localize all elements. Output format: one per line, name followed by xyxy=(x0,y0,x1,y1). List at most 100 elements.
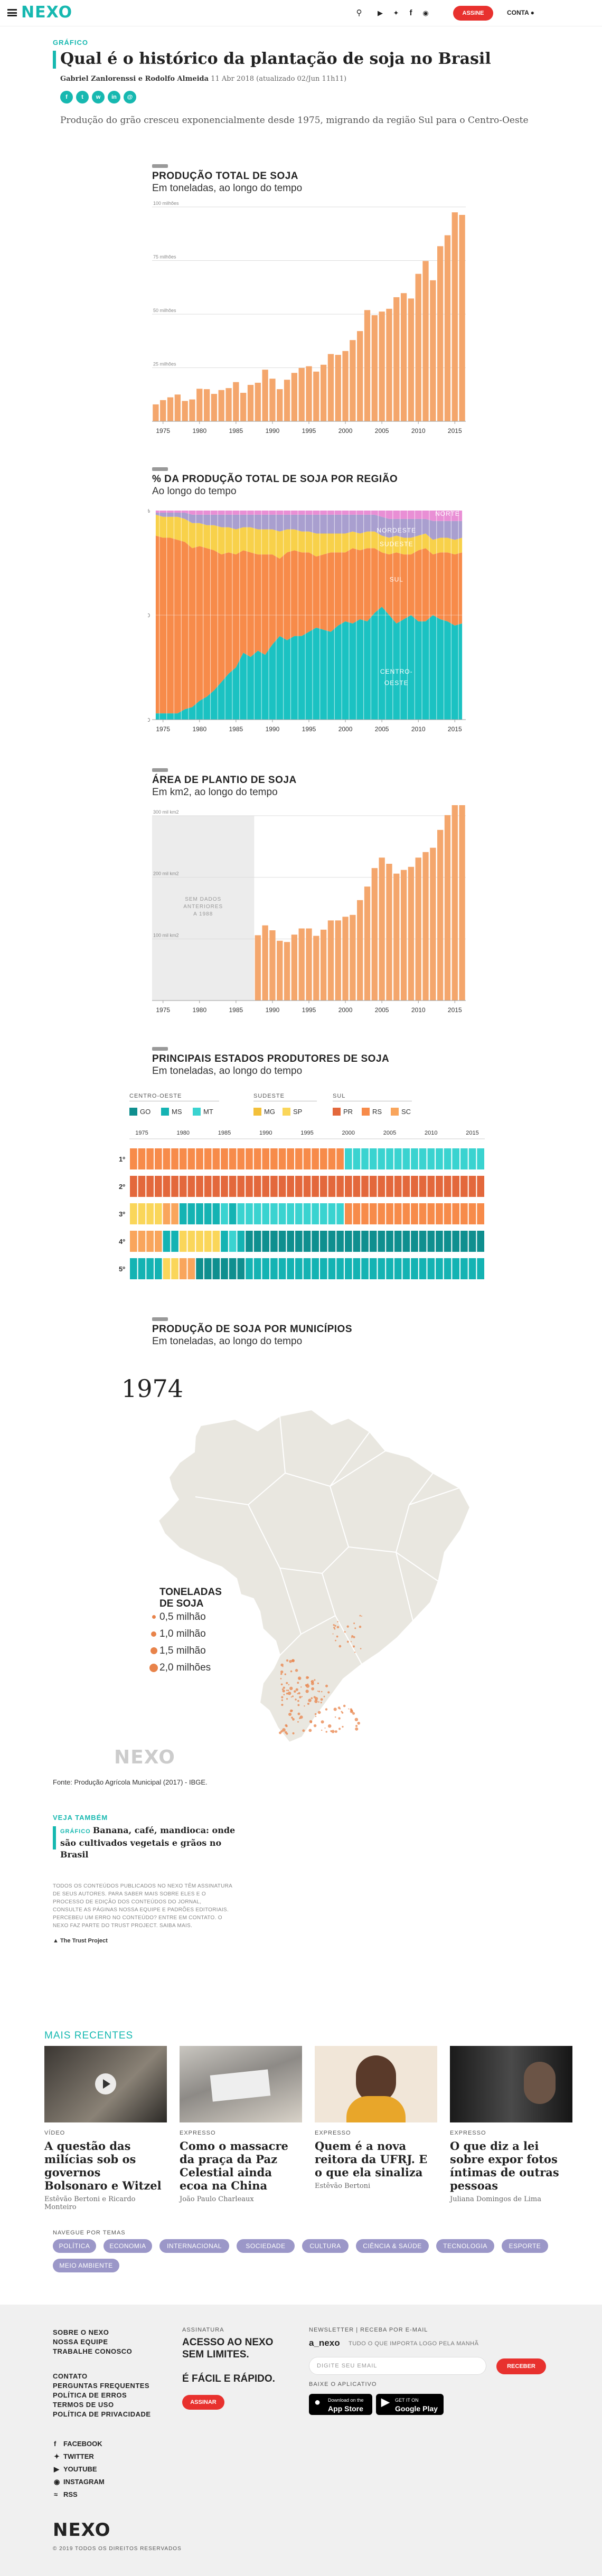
footer-link[interactable]: TRABALHE CONOSCO xyxy=(53,2347,133,2355)
production-dot xyxy=(325,1708,328,1711)
topic-sociedade[interactable]: SOCIEDADE xyxy=(237,2239,295,2253)
twitter-icon[interactable]: ✦ xyxy=(393,9,399,17)
footer-link[interactable]: PERGUNTAS FREQUENTES xyxy=(53,2382,150,2390)
see-also-link[interactable]: GRÁFICO Banana, café, mandioca: onde são … xyxy=(60,1825,250,1861)
legend-rs: RS xyxy=(362,1108,382,1116)
production-dot xyxy=(286,1692,288,1695)
x-tick-label: 1980 xyxy=(192,1006,206,1014)
state-cell xyxy=(196,1258,203,1279)
state-cell xyxy=(402,1148,410,1169)
footer-link[interactable]: POLÍTICA DE PRIVACIDADE xyxy=(53,2410,151,2418)
recent-card[interactable]: VÍDEO A questão das milícias sob os gove… xyxy=(44,2046,167,2211)
facebook-icon[interactable]: f xyxy=(409,8,412,17)
x-tick-label: 1980 xyxy=(192,427,206,435)
footer-link[interactable]: POLÍTICA DE ERROS xyxy=(53,2391,127,2399)
facebook-icon[interactable]: f xyxy=(60,91,73,103)
footer-logo[interactable]: NEXO xyxy=(53,2520,111,2541)
region-label: NORTE xyxy=(435,510,460,517)
twitter-icon[interactable]: t xyxy=(76,91,89,103)
bar xyxy=(306,928,312,1001)
newsletter-submit-button[interactable]: RECEBER xyxy=(496,2358,546,2374)
topic-politica[interactable]: POLÍTICA xyxy=(53,2239,96,2253)
state-cell xyxy=(468,1176,476,1197)
state-cell xyxy=(427,1231,435,1252)
youtube-icon[interactable]: ▶ xyxy=(378,9,383,17)
state-cell xyxy=(353,1231,361,1252)
no-data-region xyxy=(152,816,255,1001)
state-cell xyxy=(130,1176,137,1197)
production-dot xyxy=(311,1687,315,1691)
app-store-badge[interactable]: ● Download on the App Store xyxy=(309,2394,372,2415)
subscribe-footer-button[interactable]: ASSINAR xyxy=(182,2395,224,2410)
y-tick-label: 50 xyxy=(148,613,150,619)
recent-card[interactable]: EXPRESSO O que diz a lei sobre expor fot… xyxy=(450,2046,572,2203)
state-cell xyxy=(179,1258,187,1279)
rank-label: 4º xyxy=(119,1238,125,1245)
legend-go: GO xyxy=(129,1108,150,1116)
state-cell xyxy=(336,1258,344,1279)
bar xyxy=(452,212,458,421)
x-tick-label: 1995 xyxy=(300,1130,313,1136)
email-input[interactable]: DIGITE SEU EMAIL xyxy=(309,2357,486,2375)
menu-icon[interactable] xyxy=(7,9,17,16)
x-tick-label: 2000 xyxy=(338,1006,353,1014)
topic-ciencia-saude[interactable]: CIÊNCIA & SAÚDE xyxy=(356,2239,429,2253)
bar xyxy=(386,308,392,421)
footer-social-twitter[interactable]: ✦ TWITTER xyxy=(54,2452,94,2460)
topic-cultura[interactable]: CULTURA xyxy=(302,2239,349,2253)
card-headline: Quem é a nova reitora da UFRJ. E o que e… xyxy=(315,2139,428,2179)
state-cell xyxy=(402,1203,410,1224)
footer-link[interactable]: CONTATO xyxy=(53,2372,88,2380)
map-legend-item: 1,0 milhão xyxy=(151,1628,206,1640)
site-logo[interactable]: NEXO xyxy=(21,3,73,22)
footer-social-youtube[interactable]: ▶ YOUTUBE xyxy=(54,2465,97,2473)
footer-link[interactable]: SOBRE O NEXO xyxy=(53,2328,109,2336)
footer-link[interactable]: TERMOS DE USO xyxy=(53,2401,114,2409)
state-cell xyxy=(295,1258,303,1279)
state-cell xyxy=(187,1231,195,1252)
trust-project-logo[interactable]: ▲ The Trust Project xyxy=(53,1938,108,1944)
production-dot xyxy=(357,1721,361,1725)
topic-meio-ambiente[interactable]: MEIO AMBIENTE xyxy=(53,2259,119,2272)
state-cell xyxy=(278,1176,286,1197)
x-tick-label: 2010 xyxy=(411,725,426,733)
authors[interactable]: Gabriel Zanlorenssi e Rodolfo Almeida xyxy=(60,75,209,83)
state-cell xyxy=(411,1231,418,1252)
footer-social-facebook[interactable]: f FACEBOOK xyxy=(54,2440,102,2448)
topic-tecnologia[interactable]: TECNOLOGIA xyxy=(436,2239,494,2253)
recent-card[interactable]: EXPRESSO Quem é a nova reitora da UFRJ. … xyxy=(315,2046,437,2190)
state-cell xyxy=(196,1203,203,1224)
production-dot xyxy=(354,1652,356,1653)
state-cell xyxy=(179,1231,187,1252)
editorial-disclaimer: TODOS OS CONTEÚDOS PUBLICADOS NO NEXO TÊ… xyxy=(53,1883,232,1929)
y-tick-label: 75 milhões xyxy=(153,254,176,260)
state-cell xyxy=(187,1203,195,1224)
x-tick-label: 2005 xyxy=(383,1130,396,1136)
bar xyxy=(393,873,400,1001)
topic-economia[interactable]: ECONOMIA xyxy=(104,2239,152,2253)
account-link[interactable]: CONTA ● xyxy=(507,9,534,16)
production-dot xyxy=(334,1730,337,1733)
footer-link[interactable]: NOSSA EQUIPE xyxy=(53,2338,108,2346)
x-tick-label: 2015 xyxy=(466,1130,478,1136)
subscribe-button[interactable]: ASSINE xyxy=(453,6,493,21)
production-dot xyxy=(297,1712,300,1715)
footer-social-rss[interactable]: ≈ RSS xyxy=(54,2490,78,2498)
linkedin-icon[interactable]: in xyxy=(108,91,120,103)
google-play-badge[interactable]: ▶ GET IT ON Google Play xyxy=(376,2394,444,2415)
footer-social-instagram[interactable]: ◉ INSTAGRAM xyxy=(54,2478,105,2486)
instagram-icon[interactable]: ◉ xyxy=(422,9,429,17)
bar xyxy=(437,829,444,1001)
recent-card[interactable]: EXPRESSO Como o massacre da praça da Paz… xyxy=(180,2046,302,2203)
x-tick-label: 2015 xyxy=(448,427,462,435)
topic-internacional[interactable]: INTERNACIONAL xyxy=(159,2239,229,2253)
email-icon[interactable]: @ xyxy=(124,91,136,103)
production-dot xyxy=(338,1645,342,1648)
card-author: Estêvão Bertoni e Ricardo Monteiro xyxy=(44,2195,136,2211)
search-icon[interactable]: ⚲ xyxy=(356,8,362,17)
state-cell xyxy=(427,1148,435,1169)
topic-esporte[interactable]: ESPORTE xyxy=(502,2239,548,2253)
production-dot xyxy=(300,1686,302,1688)
whatsapp-icon[interactable]: w xyxy=(92,91,105,103)
production-dot xyxy=(297,1700,299,1702)
